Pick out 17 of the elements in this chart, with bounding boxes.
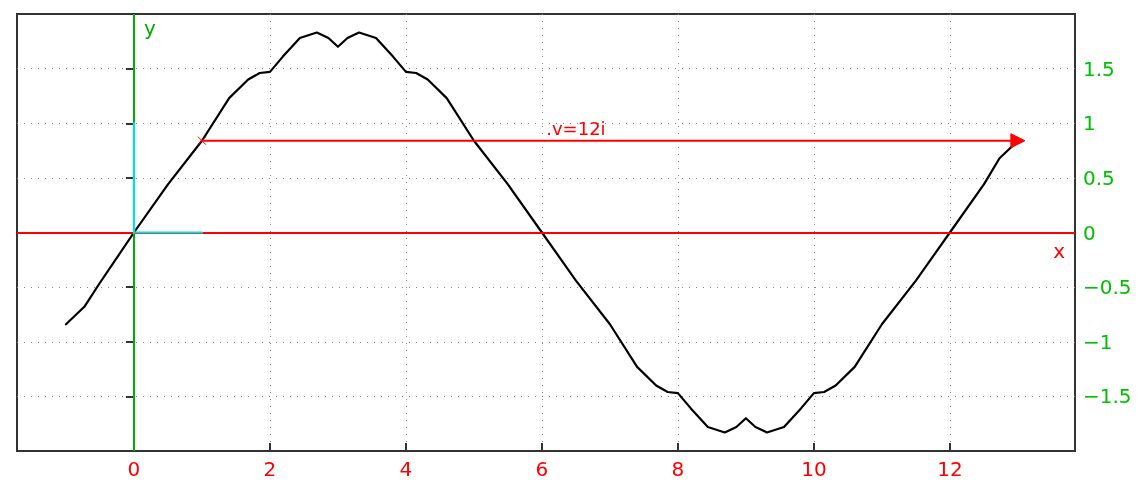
x-axis-title: x — [1053, 238, 1066, 263]
y-tick-label: −0.5 — [1083, 275, 1132, 300]
y-tick-label: 0 — [1083, 220, 1096, 245]
y-tick-label: −1 — [1083, 329, 1113, 354]
x-tick-label: 10 — [801, 457, 827, 481]
x-tick-label: 8 — [671, 457, 685, 481]
y-axis-title: y — [143, 16, 156, 40]
x-tick-label: 6 — [535, 457, 549, 481]
x-tick-label: 12 — [937, 457, 963, 481]
x-tick-label: 2 — [263, 457, 277, 481]
y-tick-label: 0.5 — [1083, 165, 1115, 190]
y-tick-label: −1.5 — [1083, 384, 1132, 409]
y-tick-label: 1 — [1083, 111, 1096, 136]
annotation: .v=12i — [546, 118, 606, 140]
x-tick-label: 4 — [399, 457, 413, 481]
x-tick-label: 0 — [127, 457, 141, 481]
y-tick-label: 1.5 — [1083, 56, 1115, 81]
